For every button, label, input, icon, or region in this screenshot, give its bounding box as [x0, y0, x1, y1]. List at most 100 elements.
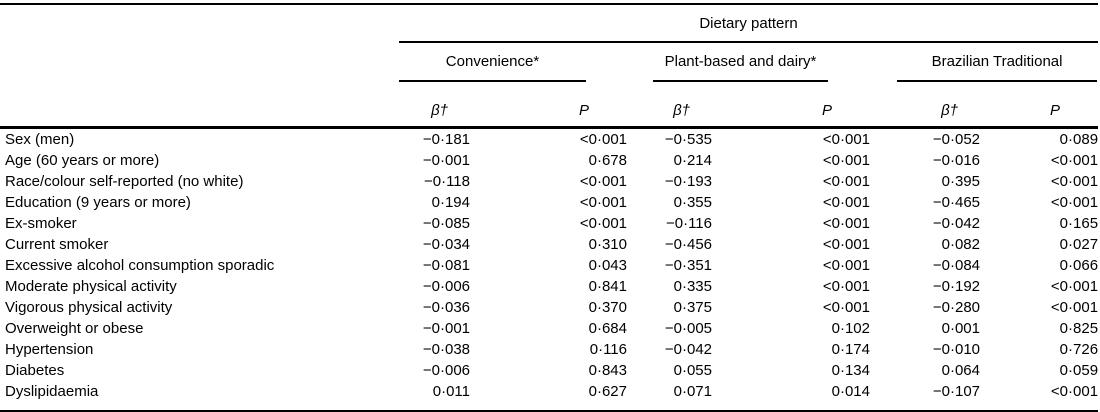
- beta-value: 0·395: [941, 173, 980, 190]
- beta-value: −0·181: [422, 131, 470, 148]
- row-label: Excessive alcohol consumption sporadic: [5, 257, 275, 274]
- beta-value: −0·006: [422, 278, 470, 295]
- beta-value: 0·375: [673, 299, 712, 316]
- table-row: Race/colour self-reported (no white) −0·…: [0, 171, 1098, 192]
- beta-value: −0·351: [664, 257, 712, 274]
- beta-value: 0·214: [673, 152, 712, 169]
- p-value: 0·174: [831, 341, 870, 358]
- spanner-row: Dietary pattern: [0, 4, 1099, 43]
- row-label: Age (60 years or more): [5, 152, 160, 169]
- p-value: <0·001: [579, 173, 627, 190]
- beta-value: −0·006: [422, 362, 470, 379]
- beta-value: −0·535: [664, 131, 712, 148]
- table-row: Moderate physical activity −0·006 0·841 …: [0, 276, 1098, 297]
- p-value: <0·001: [1050, 278, 1099, 295]
- p-column-header: P: [578, 102, 589, 119]
- p-value: 0·027: [1059, 236, 1099, 253]
- beta-value: −0·001: [422, 320, 470, 337]
- coefficients-table: Dietary pattern Convenience* Plant-based…: [0, 3, 1099, 412]
- p-value: <0·001: [822, 299, 870, 316]
- beta-value: −0·005: [664, 320, 712, 337]
- beta-value: −0·193: [664, 173, 712, 190]
- beta-value: 0·082: [941, 236, 980, 253]
- p-value: 0·684: [588, 320, 627, 337]
- table-row: Ex-smoker −0·085 <0·001 −0·116 <0·001 −0…: [0, 213, 1098, 234]
- beta-column-header: β†: [673, 102, 690, 119]
- row-label: Education (9 years or more): [5, 194, 191, 211]
- p-value: 0·310: [588, 236, 627, 253]
- beta-value: −0·116: [665, 215, 712, 232]
- row-label: Sex (men): [5, 131, 75, 148]
- p-value: 0·059: [1059, 362, 1099, 379]
- p-value: <0·001: [822, 152, 870, 169]
- beta-value: −0·036: [422, 299, 470, 316]
- p-value: <0·001: [579, 131, 627, 148]
- table-row: Dyslipidaemia 0·011 0·627 0·071 0·014 −0…: [0, 381, 1098, 411]
- beta-value: −0·042: [664, 341, 712, 358]
- row-label: Overweight or obese: [5, 320, 144, 337]
- row-label: Diabetes: [5, 362, 65, 379]
- p-value: 0·843: [588, 362, 627, 379]
- p-value: <0·001: [822, 278, 870, 295]
- beta-value: −0·016: [932, 152, 980, 169]
- beta-value: −0·034: [422, 236, 470, 253]
- beta-value: −0·001: [422, 152, 470, 169]
- empty-corner-cell: [0, 82, 390, 128]
- p-value: <0·001: [822, 131, 870, 148]
- beta-value: 0·355: [673, 194, 712, 211]
- p-value: <0·001: [579, 194, 627, 211]
- beta-value: 0·194: [431, 194, 470, 211]
- p-value: 0·841: [588, 278, 627, 295]
- table-row: Vigorous physical activity −0·036 0·370 …: [0, 297, 1098, 318]
- p-value: 0·726: [1059, 341, 1099, 358]
- beta-value: −0·118: [423, 173, 470, 190]
- row-label: Current smoker: [5, 236, 109, 253]
- p-value: <0·001: [1050, 299, 1099, 316]
- empty-corner-cell: [0, 4, 390, 43]
- beta-value: −0·465: [932, 194, 980, 211]
- row-label: Ex-smoker: [5, 215, 77, 232]
- p-value: <0·001: [822, 236, 870, 253]
- empty-corner-cell: [0, 43, 390, 82]
- beta-value: −0·107: [932, 383, 980, 400]
- group-header-convenience: Convenience*: [399, 43, 586, 82]
- beta-value: −0·052: [932, 131, 980, 148]
- table-row: Diabetes −0·006 0·843 0·055 0·134 0·064 …: [0, 360, 1098, 381]
- row-label: Race/colour self-reported (no white): [5, 173, 244, 190]
- p-value: 0·134: [831, 362, 870, 379]
- p-value: 0·116: [589, 341, 627, 358]
- table-row: Age (60 years or more) −0·001 0·678 0·21…: [0, 150, 1098, 171]
- p-value: 0·825: [1059, 320, 1099, 337]
- p-value: <0·001: [1050, 152, 1099, 169]
- beta-value: −0·038: [422, 341, 470, 358]
- beta-value: −0·010: [932, 341, 980, 358]
- beta-value: 0·064: [941, 362, 980, 379]
- p-value: 0·066: [1059, 257, 1099, 274]
- group-header-row: Convenience* Plant-based and dairy* Braz…: [0, 43, 1098, 82]
- p-value: 0·014: [831, 383, 870, 400]
- table-row: Sex (men) −0·181 <0·001 −0·535 <0·001 −0…: [0, 128, 1098, 151]
- p-value: <0·001: [579, 215, 627, 232]
- column-header-row: β† P β† P β† P: [0, 82, 1099, 128]
- p-value: 0·102: [831, 320, 870, 337]
- row-label: Dyslipidaemia: [5, 383, 99, 400]
- p-value: <0·001: [1050, 383, 1099, 400]
- beta-value: 0·055: [673, 362, 712, 379]
- p-value: <0·001: [822, 257, 870, 274]
- p-value: <0·001: [1050, 173, 1099, 190]
- p-value: <0·001: [1050, 194, 1099, 211]
- beta-value: −0·084: [932, 257, 980, 274]
- beta-value: −0·192: [932, 278, 980, 295]
- p-value: 0·678: [588, 152, 627, 169]
- table-row: Current smoker −0·034 0·310 −0·456 <0·00…: [0, 234, 1098, 255]
- beta-value: 0·011: [432, 383, 470, 400]
- table-row: Education (9 years or more) 0·194 <0·001…: [0, 192, 1098, 213]
- row-label: Moderate physical activity: [5, 278, 177, 295]
- p-value: <0·001: [822, 173, 870, 190]
- group-header-brazilian-traditional: Brazilian Traditional: [897, 43, 1098, 82]
- p-column-header: P: [1050, 102, 1061, 119]
- row-label: Hypertension: [5, 341, 94, 358]
- beta-column-header: β†: [941, 102, 958, 119]
- group-header-plant-based-and-dairy: Plant-based and dairy*: [653, 43, 828, 82]
- p-value: 0·089: [1059, 131, 1099, 148]
